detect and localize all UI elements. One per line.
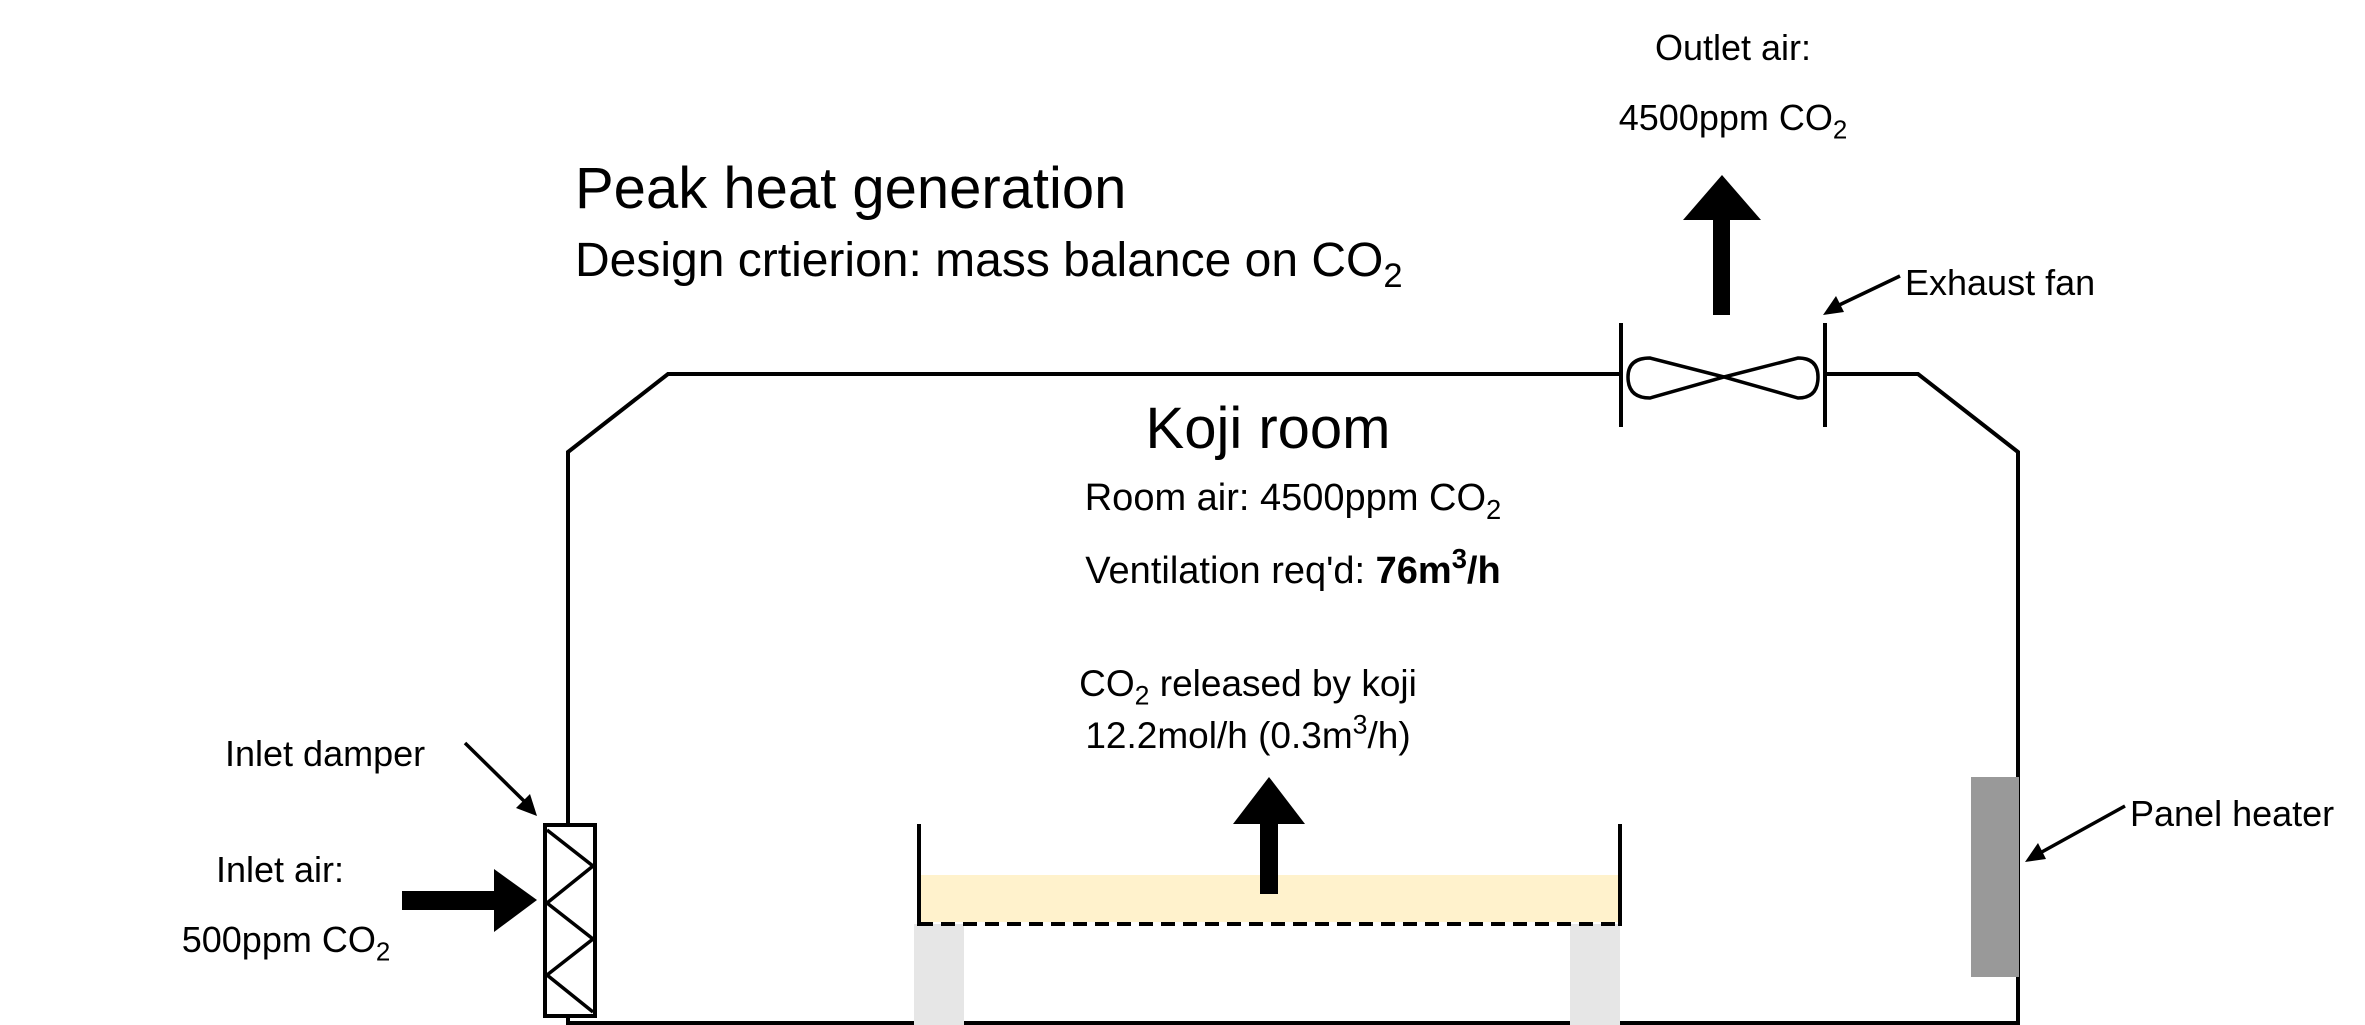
- inlet-damper-icon: [543, 823, 597, 1018]
- room-name: Koji room: [1145, 396, 1391, 461]
- room-air-label: Room air: 4500ppm CO2: [1084, 477, 1502, 525]
- koji-bed: [914, 824, 1622, 1025]
- panel-heater-pointer-icon: [2025, 804, 2126, 862]
- ventilation-value: 76m3/h: [1375, 542, 1501, 592]
- inlet-damper-pointer-icon: [463, 741, 537, 816]
- exhaust-fan-pointer-icon: [1823, 274, 1901, 315]
- outlet-arrow-icon: [1683, 175, 1761, 315]
- inlet-arrow-icon: [402, 869, 537, 932]
- bed-leg-left: [914, 924, 964, 1025]
- bed-leg-right: [1570, 924, 1620, 1025]
- diagram-title: Peak heat generation: [575, 156, 1127, 221]
- diagram-subtitle: Design crtierion: mass balance on CO2: [575, 234, 1403, 296]
- room-outline-left: [566, 372, 1621, 1025]
- inlet-air-value: 500ppm CO2: [181, 919, 391, 967]
- ventilation-label: Ventilation req'd: 76m3/h: [1085, 542, 1501, 592]
- co2-release-rate: 12.2mol/h (0.3m3/h): [1085, 709, 1411, 756]
- co2-release-label: CO2 released by koji: [1079, 663, 1417, 711]
- panel-heater-label: Panel heater: [2130, 793, 2335, 834]
- panel-heater: [1971, 777, 2019, 977]
- outlet-air-value: 4500ppm CO2: [1618, 97, 1848, 145]
- room-outline-right: [1827, 372, 2020, 1025]
- exhaust-fan-icon: [1619, 323, 1827, 427]
- inlet-air-label: Inlet air:: [215, 849, 345, 890]
- co2-release-arrow-icon: [1233, 777, 1305, 894]
- inlet-damper-label: Inlet damper: [225, 733, 426, 774]
- outlet-air-label: Outlet air:: [1654, 27, 1812, 68]
- exhaust-fan-label: Exhaust fan: [1905, 262, 2096, 303]
